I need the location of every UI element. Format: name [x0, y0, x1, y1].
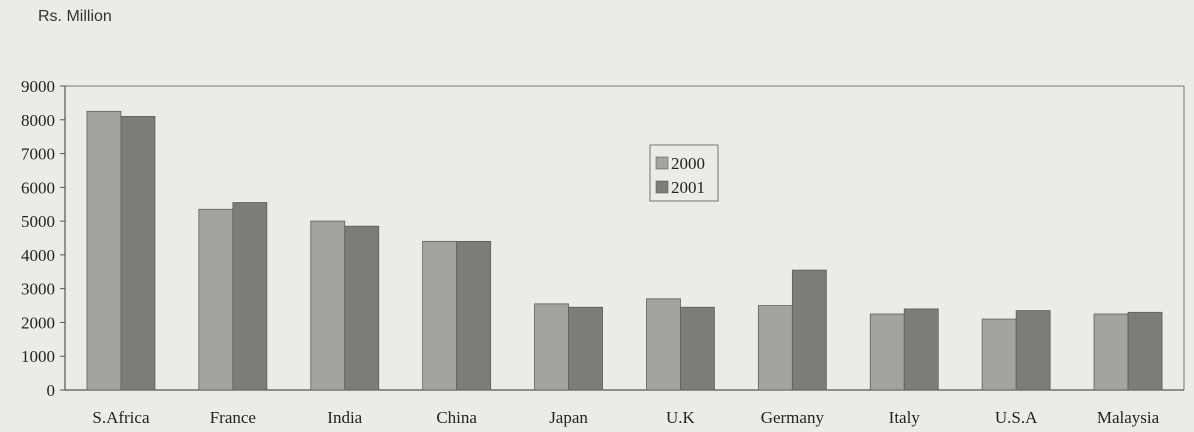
- y-tick-label: 2000: [21, 313, 55, 332]
- y-tick-label: 5000: [21, 212, 55, 231]
- legend-label-2000: 2000: [671, 154, 705, 173]
- x-tick-label: China: [436, 408, 477, 427]
- x-tick-label: S.Africa: [92, 408, 150, 427]
- bar-2001-u-k: [680, 306, 715, 391]
- bar-2000-france: [198, 208, 234, 391]
- bar-2000-u-k: [646, 298, 681, 391]
- legend-swatch-2000: [655, 156, 669, 170]
- bar-2001-japan: [568, 306, 603, 391]
- bar-2001-france: [232, 202, 268, 391]
- legend-box: [649, 144, 719, 202]
- x-tick-label: Japan: [549, 408, 588, 427]
- y-tick-label: 0: [47, 381, 56, 400]
- bar-2001-germany: [791, 269, 827, 391]
- x-tick-label: India: [327, 408, 362, 427]
- y-tick-label: 3000: [21, 280, 55, 299]
- y-unit-label: Rs. Million: [38, 8, 112, 25]
- y-ticks: 0 1000 2000 3000 4000 5000 6000 7000 8000 9000: [21, 77, 65, 400]
- legend-label-2001: 2001: [671, 178, 705, 197]
- bar-2000-india: [310, 220, 346, 391]
- y-tick-label: 4000: [21, 246, 55, 265]
- x-tick-label: Malaysia: [1097, 408, 1160, 427]
- x-tick-label: France: [210, 408, 256, 427]
- bar-2001-malaysia: [1127, 311, 1163, 391]
- bar-2001-china: [456, 240, 492, 391]
- bar-2000-s-africa: [86, 110, 122, 391]
- x-tick-label: U.K: [666, 408, 696, 427]
- bar-2001-u-s-a: [1015, 310, 1051, 391]
- legend: 2000 2001: [649, 144, 719, 202]
- x-tick-label: Italy: [889, 408, 921, 427]
- bar-2001-india: [344, 225, 380, 391]
- y-tick-label: 9000: [21, 77, 55, 96]
- bar-2001-italy: [903, 308, 939, 391]
- y-tick-label: 8000: [21, 111, 55, 130]
- y-tick-label: 1000: [21, 347, 55, 366]
- x-tick-labels: S.Africa France India China Japan U.K Germany I…: [92, 408, 1159, 427]
- legend-swatch-2001: [655, 180, 669, 194]
- bar-2000-u-s-a: [981, 318, 1017, 391]
- x-tick-label: Germany: [761, 408, 825, 427]
- x-tick-label: U.S.A: [995, 408, 1038, 427]
- bar-2000-japan: [534, 303, 569, 391]
- bar-2000-italy: [869, 313, 905, 391]
- bar-2000-germany: [757, 305, 793, 391]
- y-tick-label: 6000: [21, 178, 55, 197]
- bar-2000-china: [422, 240, 458, 391]
- bar-2000-malaysia: [1093, 313, 1129, 391]
- bar-2001-s-africa: [120, 116, 156, 391]
- y-tick-label: 7000: [21, 145, 55, 164]
- bars: [86, 110, 1163, 391]
